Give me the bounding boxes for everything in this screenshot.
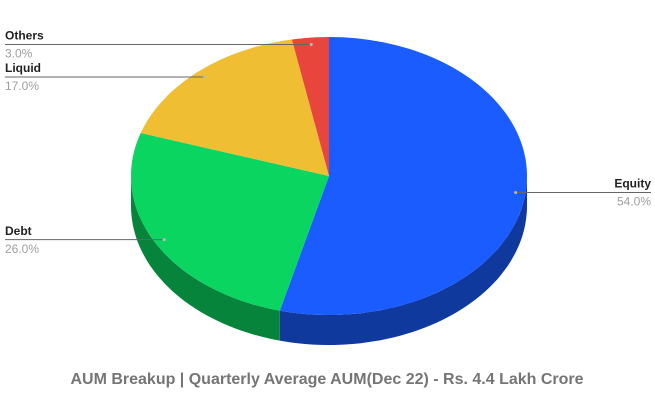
chart-title: AUM Breakup | Quarterly Average AUM(Dec … <box>70 371 583 388</box>
slice <box>279 37 527 315</box>
leader-dot <box>162 238 166 242</box>
slice-side <box>131 176 280 341</box>
slice <box>291 37 329 176</box>
leader-dot <box>309 43 313 47</box>
slice-value: 3.0% <box>5 47 33 61</box>
slice-value: 17.0% <box>5 79 39 93</box>
slice <box>131 133 329 311</box>
slice-label: Liquid <box>5 61 41 75</box>
slice-label: Debt <box>5 224 32 238</box>
slice-value: 26.0% <box>5 242 39 256</box>
slice-label: Others <box>5 29 44 43</box>
slice-label: Equity <box>614 177 651 191</box>
leader-dot <box>203 75 207 79</box>
slice-side <box>279 176 527 345</box>
slice-value: 54.0% <box>617 195 651 209</box>
slice <box>140 39 329 176</box>
leader-dot <box>514 191 518 195</box>
